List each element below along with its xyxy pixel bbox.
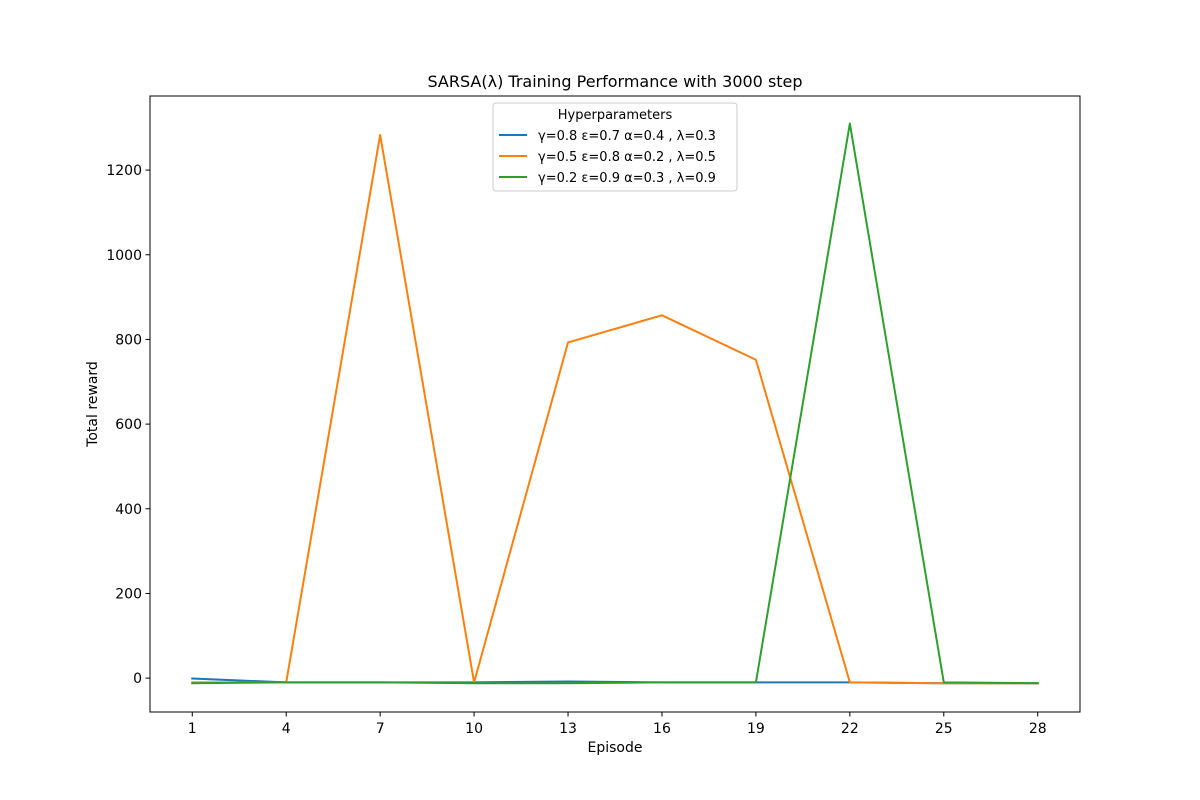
x-tick-label: 25	[935, 721, 953, 737]
x-tick-label: 16	[653, 721, 671, 737]
series-layer	[191, 122, 1039, 685]
x-tick-label: 22	[841, 721, 859, 737]
series-line-3	[191, 122, 1039, 685]
x-axis-label: Episode	[588, 740, 643, 756]
y-tick-label: 400	[115, 502, 142, 518]
legend-items: γ=0.8 ε=0.7 α=0.4 , λ=0.3 γ=0.5 ε=0.8 α=0…	[499, 129, 716, 186]
series-line-2	[191, 133, 1039, 685]
y-tick-label: 1000	[106, 248, 142, 264]
y-axis: 0 200 400 600 800 1000 1200	[106, 163, 150, 687]
x-tick-label: 19	[747, 721, 765, 737]
legend-box	[492, 102, 738, 192]
y-axis-label: Total reward	[85, 361, 101, 448]
y-tick-label: 0	[133, 671, 142, 687]
plot-frame	[149, 95, 1081, 713]
y-tick-label: 600	[115, 417, 142, 433]
y-tick-label: 200	[115, 586, 142, 602]
chart-title: SARSA(λ) Training Performance with 3000 …	[427, 72, 802, 91]
y-tick-label: 800	[115, 332, 142, 348]
x-tick-label: 7	[376, 721, 385, 737]
x-tick-label: 13	[559, 721, 577, 737]
x-tick-label: 28	[1029, 721, 1047, 737]
legend-label-3: γ=0.2 ε=0.9 α=0.3 , λ=0.9	[538, 171, 716, 186]
x-tick-label: 1	[188, 721, 197, 737]
y-tick-label: 1200	[106, 163, 142, 179]
x-axis: 1 4 7 10 13 16 19 22 25 28	[188, 712, 1047, 737]
legend-label-2: γ=0.5 ε=0.8 α=0.2 , λ=0.5	[538, 150, 716, 165]
x-tick-label: 10	[465, 721, 483, 737]
x-tick-label: 4	[282, 721, 291, 737]
legend: Hyperparameters γ=0.8 ε=0.7 α=0.4 , λ=0.…	[492, 102, 738, 192]
legend-label-1: γ=0.8 ε=0.7 α=0.4 , λ=0.3	[538, 129, 716, 144]
legend-title: Hyperparameters	[558, 108, 673, 123]
